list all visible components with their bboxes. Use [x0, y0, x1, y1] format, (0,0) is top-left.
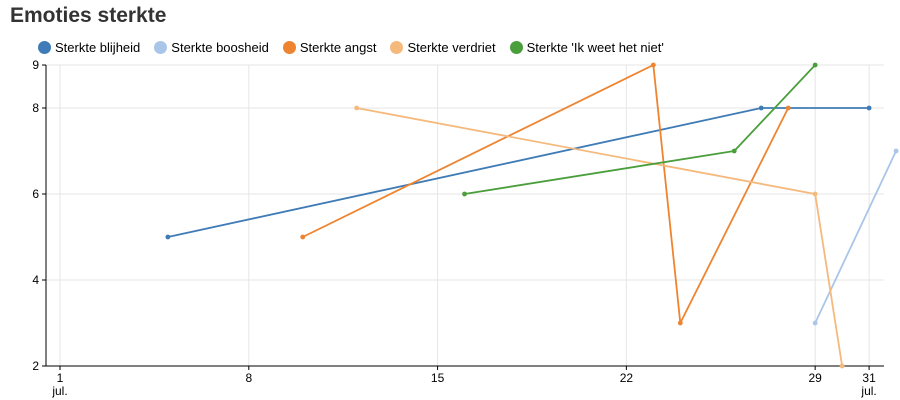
data-point-4	[462, 191, 467, 197]
legend-item-2[interactable]: Sterkte angst	[282, 40, 377, 55]
data-point-1	[893, 148, 899, 154]
data-point-3	[839, 363, 845, 369]
legend-label: Sterkte angst	[299, 40, 377, 55]
series-line-2	[302, 64, 789, 324]
x-tick-label: 22	[620, 371, 634, 385]
legend-swatch	[282, 41, 296, 54]
legend-item-0[interactable]: Sterkte blijheid	[38, 40, 140, 55]
x-tick-sublabel: jul.	[860, 384, 876, 398]
legend-swatch	[154, 41, 168, 54]
legend-label: Sterkte verdriet	[407, 40, 496, 55]
data-point-3	[354, 105, 360, 111]
series-line-4	[464, 64, 816, 195]
y-tick-label: 2	[32, 359, 39, 373]
data-point-2	[300, 234, 306, 240]
legend-label: Sterkte boosheid	[171, 40, 269, 55]
x-tick-label: 29	[808, 371, 822, 385]
data-point-3	[812, 191, 818, 197]
data-point-4	[812, 62, 818, 68]
y-tick-label: 6	[32, 187, 39, 201]
series-line-1	[814, 150, 897, 324]
y-tick-label: 4	[32, 273, 39, 287]
chart-legend: Sterkte blijheid Sterkte boosheid Sterkte …	[38, 40, 664, 55]
legend-item-1[interactable]: Sterkte boosheid	[154, 40, 269, 55]
x-tick-label: 15	[431, 371, 445, 385]
data-point-1	[812, 320, 818, 326]
legend-swatch	[38, 41, 51, 54]
x-tick-label: 31	[862, 371, 876, 385]
data-point-0	[165, 234, 171, 240]
x-tick-label: 1	[57, 371, 64, 385]
data-point-2	[677, 320, 683, 326]
y-tick-label: 8	[32, 101, 39, 115]
series-line-0	[167, 107, 870, 238]
chart-title: Emoties sterkte	[10, 4, 167, 27]
x-tick-label: 8	[245, 371, 252, 385]
data-point-0	[758, 105, 764, 111]
legend-swatch	[390, 41, 404, 54]
data-point-2	[650, 62, 656, 68]
legend-label: Sterkte 'Ik weet het niet'	[526, 40, 664, 55]
legend-swatch	[509, 41, 523, 54]
x-tick-sublabel: jul.	[51, 384, 67, 398]
legend-item-4[interactable]: Sterkte 'Ik weet het niet'	[509, 40, 664, 55]
data-point-0	[866, 105, 872, 111]
y-tick-label: 9	[32, 58, 39, 72]
data-point-4	[731, 148, 737, 154]
legend-item-3[interactable]: Sterkte verdriet	[390, 40, 496, 55]
legend-label: Sterkte blijheid	[55, 40, 141, 55]
data-point-2	[785, 105, 791, 111]
